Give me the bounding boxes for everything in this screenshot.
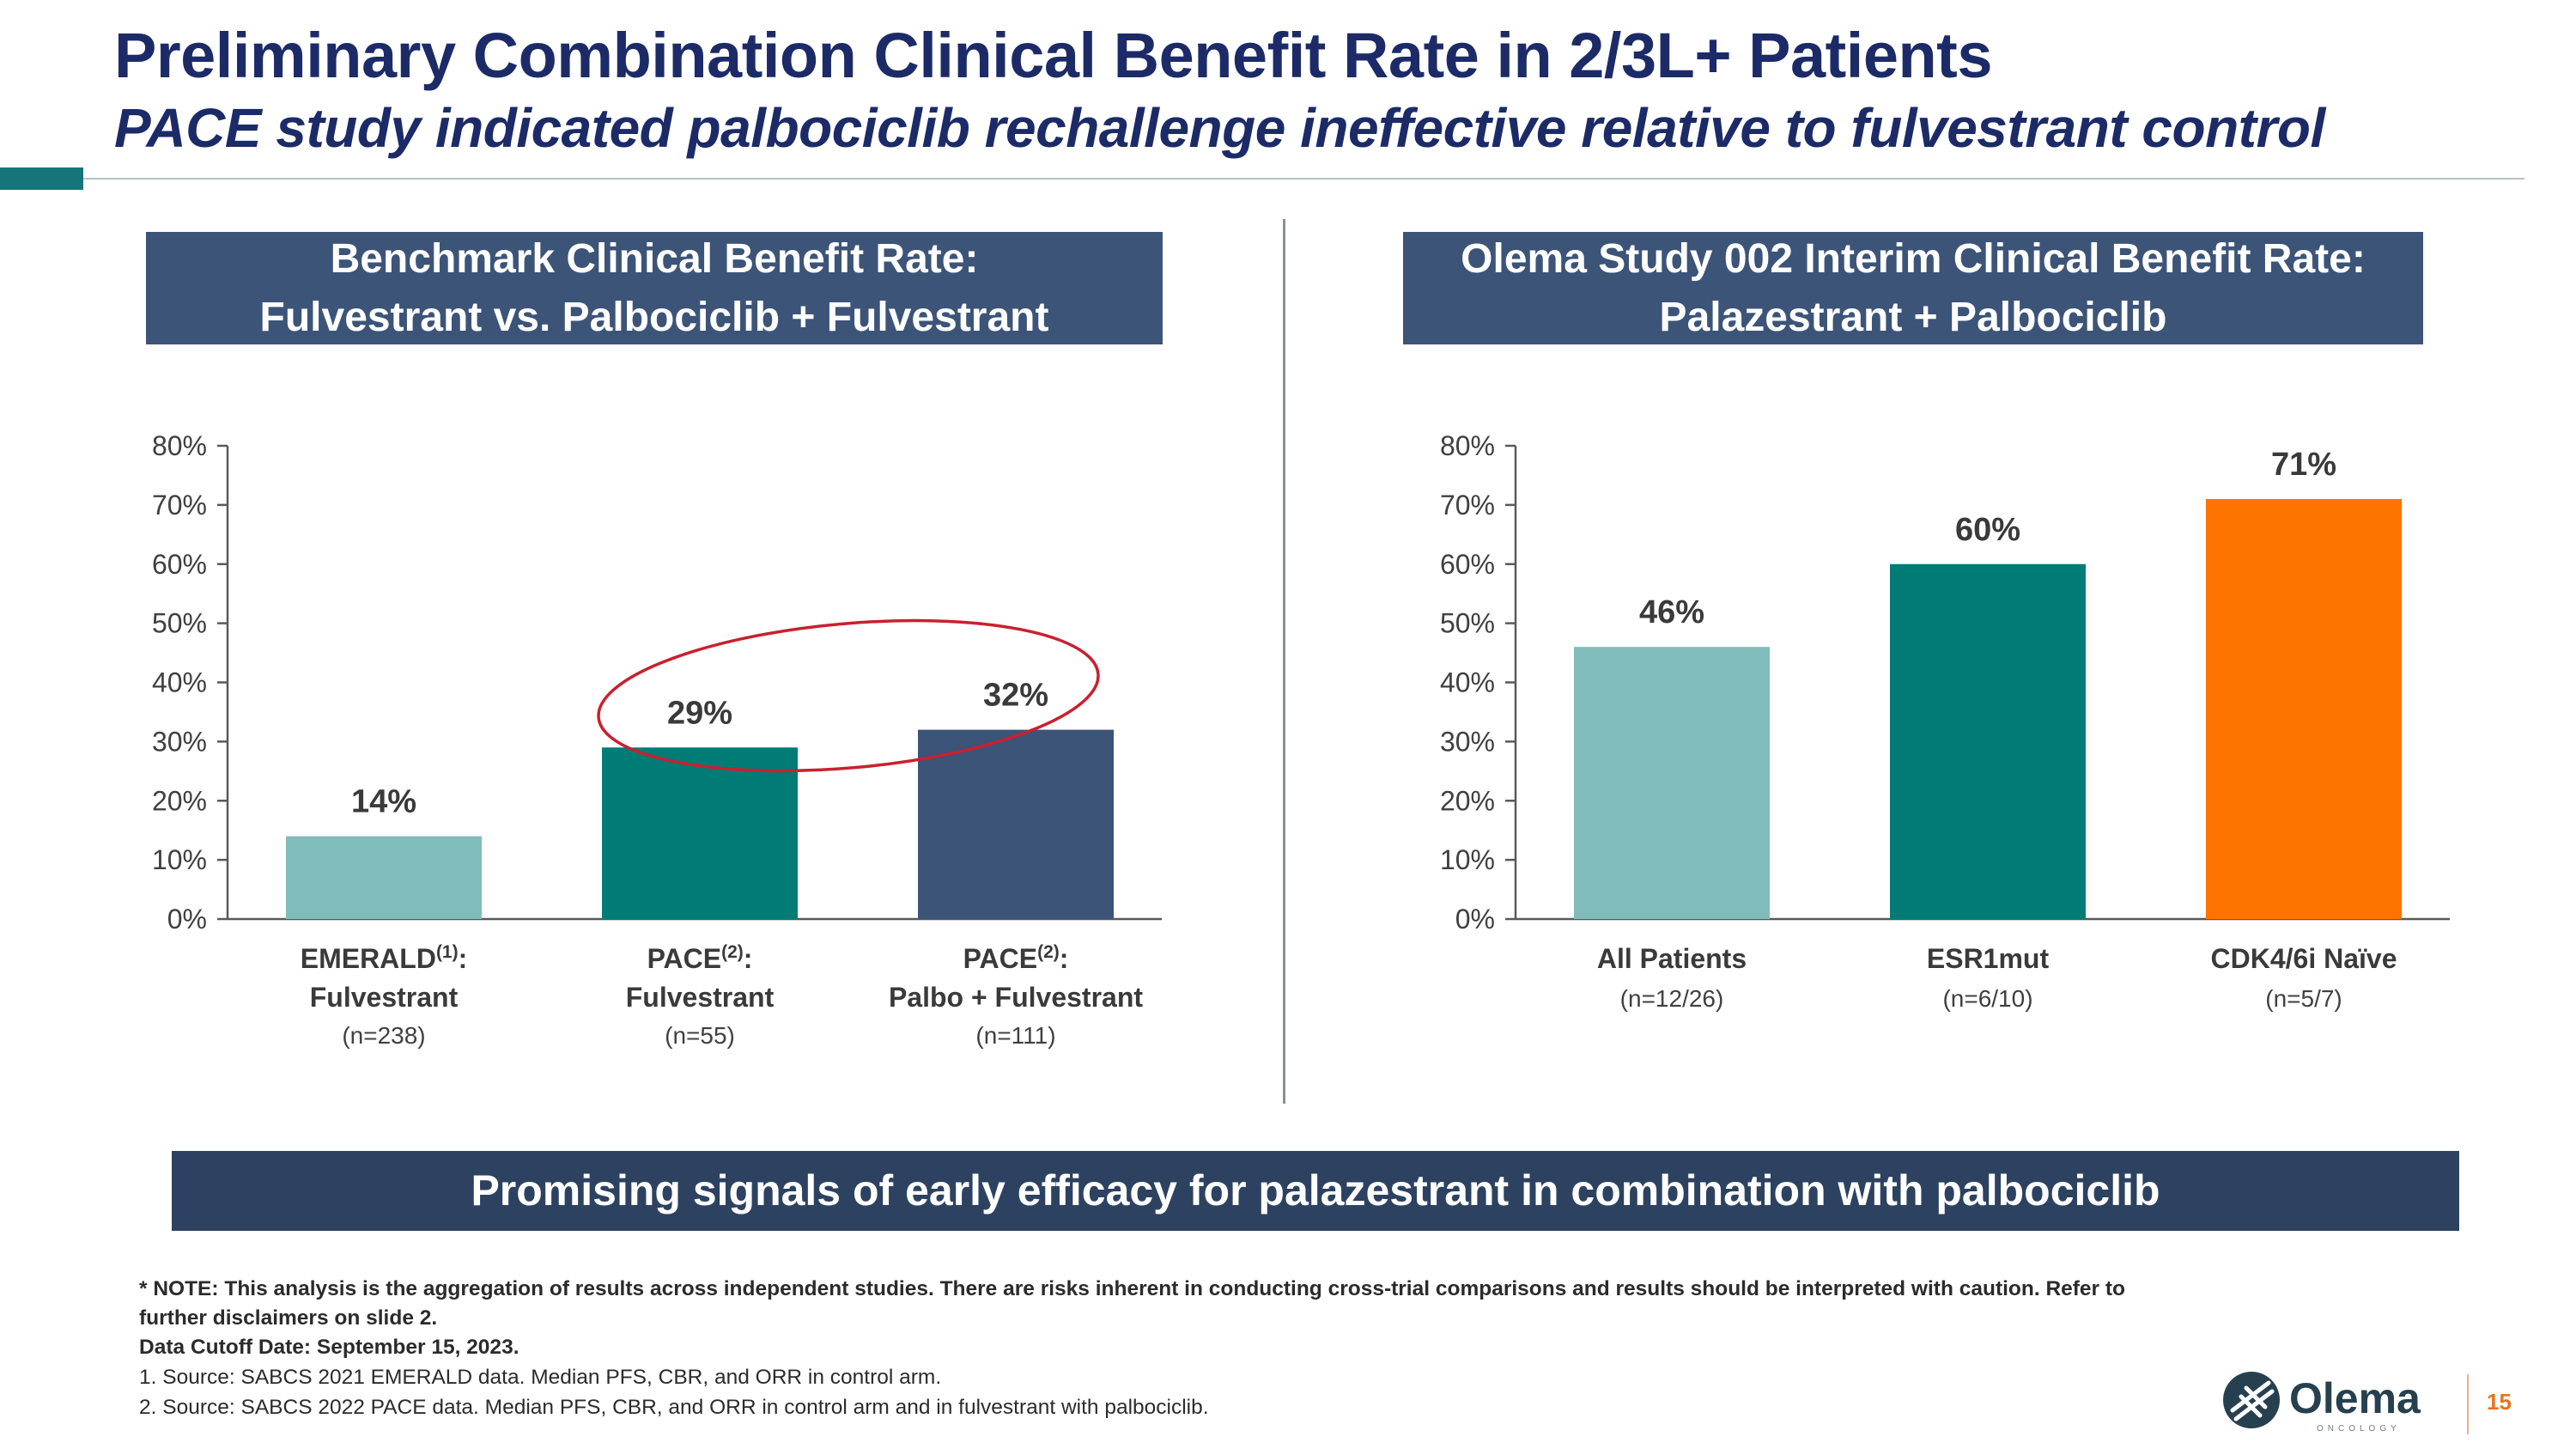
slide-subtitle: PACE study indicated palbociclib rechall… bbox=[114, 97, 2325, 159]
olema-y-tick-label: 10% bbox=[1440, 844, 1495, 875]
benchmark-bar-1 bbox=[286, 836, 482, 919]
benchmark-bar-3 bbox=[918, 729, 1114, 919]
benchmark-category-sublabel-1: Fulvestrant bbox=[310, 982, 459, 1013]
benchmark-category-label-1: EMERALD(1): bbox=[301, 942, 468, 974]
olema-data-label-3: 71% bbox=[2271, 447, 2336, 483]
benchmark-y-tick-label: 60% bbox=[152, 549, 207, 580]
olema-category-n-1: (n=12/26) bbox=[1620, 985, 1724, 1012]
benchmark-category-label-2: PACE(2): bbox=[647, 942, 753, 974]
footnote-source2: 2. Source: SABCS 2022 PACE data. Median … bbox=[139, 1396, 1209, 1419]
benchmark-y-tick-label: 20% bbox=[152, 785, 207, 816]
olema-y-tick-label: 70% bbox=[1440, 490, 1495, 521]
right-chart-header: Olema Study 002 Interim Clinical Benefit… bbox=[1403, 232, 2423, 344]
title-rule bbox=[83, 178, 2524, 180]
benchmark-category-label-3: PACE(2): bbox=[963, 942, 1069, 974]
benchmark-category-sublabel-2: Fulvestrant bbox=[626, 982, 775, 1013]
footnote-cutoff: Data Cutoff Date: September 15, 2023. bbox=[139, 1336, 519, 1359]
logo-divider bbox=[2467, 1374, 2469, 1434]
logo-subtext: ONCOLOGY bbox=[2317, 1424, 2401, 1434]
slide-title: Preliminary Combination Clinical Benefit… bbox=[114, 20, 1992, 91]
olema-category-label-2: ESR1mut bbox=[1927, 943, 2050, 974]
footnote-note-line2: further disclaimers on slide 2. bbox=[139, 1306, 438, 1330]
benchmark-data-label-1: 14% bbox=[351, 784, 416, 820]
olema-data-label-1: 46% bbox=[1639, 594, 1704, 630]
footnote-source1: 1. Source: SABCS 2021 EMERALD data. Medi… bbox=[139, 1366, 942, 1389]
olema-category-label-3: CDK4/6i Naïve bbox=[2211, 943, 2397, 974]
footnote-note-line1: * NOTE: This analysis is the aggregation… bbox=[139, 1277, 2126, 1300]
benchmark-y-tick-label: 70% bbox=[152, 490, 207, 521]
benchmark-y-tick-label: 50% bbox=[152, 608, 207, 639]
olema-bar-2 bbox=[1890, 563, 2086, 919]
panel-divider bbox=[1283, 219, 1285, 1104]
benchmark-category-n-1: (n=238) bbox=[342, 1022, 425, 1049]
olema-cbr-chart: 0% 10% 20% 30% 40% 50% 60% 70% 80% 46% All Patient… bbox=[1440, 430, 2450, 1012]
benchmark-y-tick-label: 40% bbox=[152, 667, 207, 698]
olema-category-n-3: (n=5/7) bbox=[2265, 985, 2342, 1012]
pace-highlight-ellipse bbox=[597, 618, 1100, 773]
benchmark-y-tick-label: 0% bbox=[167, 904, 207, 935]
olema-y-tick-label: 60% bbox=[1440, 549, 1495, 580]
olema-y-tick-label: 50% bbox=[1440, 608, 1495, 639]
benchmark-bar-2 bbox=[602, 747, 798, 919]
conclusion-banner: Promising signals of early efficacy for … bbox=[172, 1151, 2459, 1231]
benchmark-data-label-2: 29% bbox=[667, 695, 732, 731]
right-header-line2: Palazestrant + Palbociclib bbox=[1659, 294, 2167, 340]
right-header-line1: Olema Study 002 Interim Clinical Benefit… bbox=[1461, 235, 2366, 282]
olema-bar-1 bbox=[1574, 647, 1770, 919]
olema-y-tick-label: 40% bbox=[1440, 667, 1495, 698]
olema-y-tick-label: 80% bbox=[1440, 430, 1495, 461]
left-chart-header: Benchmark Clinical Benefit Rate: Fulvest… bbox=[146, 232, 1163, 344]
benchmark-y-tick-label: 10% bbox=[152, 844, 207, 875]
olema-logo-mark-icon bbox=[2223, 1372, 2280, 1428]
page-number: 15 bbox=[2487, 1389, 2512, 1415]
logo-wordmark: Olema bbox=[2289, 1374, 2421, 1422]
olema-logo: Olema ONCOLOGY bbox=[2223, 1372, 2421, 1434]
accent-bar bbox=[0, 167, 83, 190]
benchmark-category-n-3: (n=111) bbox=[975, 1022, 1055, 1049]
olema-y-tick-label: 0% bbox=[1455, 904, 1495, 935]
olema-y-tick-label: 20% bbox=[1440, 785, 1495, 816]
olema-category-n-2: (n=6/10) bbox=[1942, 985, 2032, 1012]
benchmark-y-tick-label: 80% bbox=[152, 430, 207, 461]
benchmark-y-tick-label: 30% bbox=[152, 726, 207, 757]
left-header-line1: Benchmark Clinical Benefit Rate: bbox=[330, 235, 979, 282]
benchmark-category-n-2: (n=55) bbox=[665, 1022, 735, 1049]
olema-data-label-2: 60% bbox=[1955, 512, 2020, 548]
left-header-line2: Fulvestrant vs. Palbociclib + Fulvestran… bbox=[259, 294, 1049, 340]
olema-category-label-1: All Patients bbox=[1597, 943, 1747, 974]
benchmark-category-sublabel-3: Palbo + Fulvestrant bbox=[889, 982, 1143, 1013]
olema-y-tick-label: 30% bbox=[1440, 726, 1495, 757]
benchmark-data-label-3: 32% bbox=[983, 678, 1048, 714]
benchmark-cbr-chart: 0% 10% 20% 30% 40% 50% 60% 70% 80% 14% EMERALD(1):… bbox=[152, 430, 1162, 1049]
olema-bar-3 bbox=[2206, 498, 2402, 919]
